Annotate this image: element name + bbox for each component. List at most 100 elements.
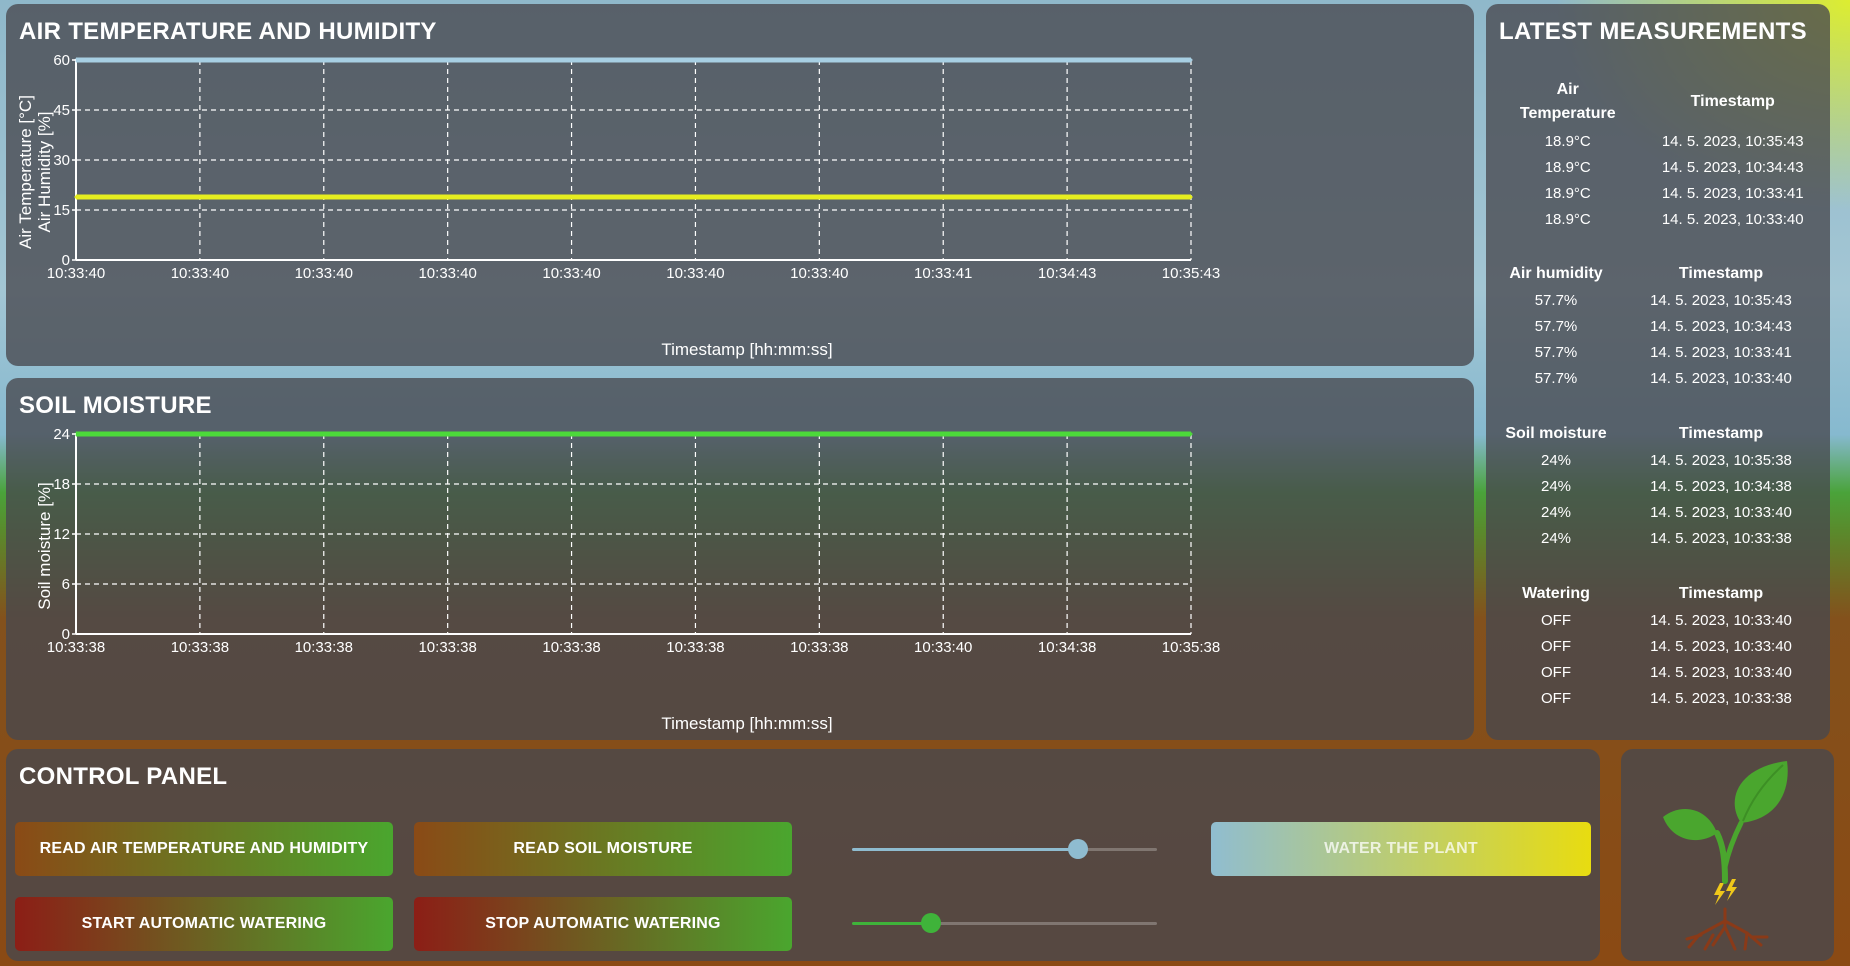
start-automatic-watering-button[interactable]: START AUTOMATIC WATERING [15,897,393,951]
slider-thumb[interactable] [1067,839,1088,859]
air-series-point-1 [74,195,78,199]
table-cell: 57.7% [1534,343,1578,361]
table-row: OFF 14. 5. 2023, 10:33:40 [1496,633,1826,659]
air-series-point-0 [322,58,326,62]
table-row: 24% 14. 5. 2023, 10:33:38 [1496,525,1826,551]
soil-chart: 0 6 12 18 24 10:33:38 10:33:38 10:33:38 10:33:38… [35,426,1220,733]
plant-panel [1621,749,1834,961]
air-series-point-1 [693,195,697,199]
soil-y-tick-label: 24 [53,426,70,443]
table-cell: OFF [1541,637,1571,655]
air-temperature-table: Air Temperature Timestamp 18.9°C 14. 5. 2… [1496,76,1826,232]
table-cell: 14. 5. 2023, 10:33:41 [1661,184,1804,202]
table-row: OFF 14. 5. 2023, 10:33:38 [1496,685,1826,711]
table-cell: 14. 5. 2023, 10:33:38 [1650,689,1792,707]
air-series-point-0 [570,58,574,62]
table-cell: 24% [1540,451,1572,469]
table-cell: 14. 5. 2023, 10:34:38 [1650,477,1792,495]
soil-y-tick-label: 0 [62,626,70,643]
latest-measurements-panel: LATEST MEASUREMENTS Air Temperature Time… [1486,4,1830,740]
table-header: Air Temperature [1519,81,1616,122]
table-cell: 14. 5. 2023, 10:33:40 [1650,637,1792,655]
table-cell: 57.7% [1534,291,1578,309]
soil-series-point-0 [941,432,945,436]
table-cell: 14. 5. 2023, 10:35:38 [1650,451,1792,469]
water-amount-slider[interactable] [852,839,1157,859]
table-cell: 18.9°C [1544,184,1591,202]
table-row: 18.9°C 14. 5. 2023, 10:33:41 [1496,180,1826,206]
sprout-icon [1663,761,1788,951]
water-the-plant-button[interactable]: WATER THE PLANT [1211,822,1591,876]
automatic-watering-slider[interactable] [852,913,1157,933]
air-series-point-0 [198,58,202,62]
air-temperature-axis-label: Air Temperature [°C] [16,95,35,249]
air-series-point-1 [322,195,326,199]
soil-x-tick-label: 10:33:38 [418,639,476,656]
table-cell: 14. 5. 2023, 10:35:43 [1650,291,1792,309]
soil-y-tick-label: 12 [53,526,70,543]
air-series-point-1 [1065,195,1069,199]
control-panel-title: CONTROL PANEL [19,763,228,790]
soil-x-tick-label: 10:34:38 [1038,639,1096,656]
table-cell: 24% [1540,477,1572,495]
slider-thumb[interactable] [921,913,942,933]
air-humidity-table: Air humidity Timestamp 57.7% 14. 5. 2023,… [1496,261,1826,391]
air-series-point-0 [817,58,821,62]
soil-x-tick-label: 10:33:40 [914,639,972,656]
air-chart: 0 15 30 45 60 10:33:40 10:33:40 10:33:40 10:33:4… [16,52,1220,359]
slider-track[interactable] [852,848,1157,851]
table-cell: 24% [1540,503,1572,521]
table-cell: 14. 5. 2023, 10:33:40 [1650,663,1792,681]
table-row: 57.7% 14. 5. 2023, 10:34:43 [1496,313,1826,339]
slider-track[interactable] [852,922,1157,925]
air-series-point-0 [1065,58,1069,62]
table-cell: 14. 5. 2023, 10:33:38 [1650,529,1792,547]
soil-series-point-0 [446,432,450,436]
soil-series-point-0 [198,432,202,436]
table-cell: 14. 5. 2023, 10:33:40 [1661,210,1804,228]
air-x-tick-label: 10:33:40 [542,265,600,282]
soil-x-tick-label: 10:33:38 [666,639,724,656]
table-header: Timestamp [1690,93,1775,110]
latest-panel-title: LATEST MEASUREMENTS [1499,18,1807,45]
table-row: 18.9°C 14. 5. 2023, 10:34:43 [1496,154,1826,180]
air-series-point-0 [693,58,697,62]
air-x-tick-label: 10:33:40 [295,265,353,282]
air-series-point-0 [446,58,450,62]
table-row: 57.7% 14. 5. 2023, 10:33:40 [1496,365,1826,391]
soil-x-tick-label: 10:35:38 [1162,639,1220,656]
table-row: OFF 14. 5. 2023, 10:33:40 [1496,659,1826,685]
table-header: Watering [1522,585,1590,602]
air-x-tick-label: 10:33:40 [418,265,476,282]
air-x-tick-label: 10:33:40 [47,265,105,282]
table-cell: 14. 5. 2023, 10:33:40 [1650,503,1792,521]
table-cell: 57.7% [1534,317,1578,335]
table-cell: 24% [1540,529,1572,547]
read-soil-button[interactable]: READ SOIL MOISTURE [414,822,792,876]
soil-moisture-panel: SOIL MOISTURE 0 6 12 18 24 10:33:38 10:33:38 10… [6,378,1474,740]
air-y-tick-label: 30 [53,152,70,169]
table-cell: 14. 5. 2023, 10:34:43 [1650,317,1792,335]
air-series-point-1 [941,195,945,199]
table-cell: OFF [1541,611,1571,629]
air-x-tick-label: 10:33:40 [666,265,724,282]
read-air-button[interactable]: READ AIR TEMPERATURE AND HUMIDITY [15,822,393,876]
air-y-tick-label: 60 [53,52,70,69]
air-panel-title: AIR TEMPERATURE AND HUMIDITY [19,18,437,45]
soil-series-point-0 [1065,432,1069,436]
table-cell: 18.9°C [1544,158,1591,176]
air-series-point-1 [446,195,450,199]
air-x-tick-label: 10:34:43 [1038,265,1096,282]
table-cell: 57.7% [1534,369,1578,387]
table-cell: 14. 5. 2023, 10:34:43 [1661,158,1804,176]
air-temperature-humidity-panel: AIR TEMPERATURE AND HUMIDITY 0 15 30 45 60 10… [6,4,1474,366]
stop-automatic-watering-button[interactable]: STOP AUTOMATIC WATERING [414,897,792,951]
table-cell: OFF [1541,663,1571,681]
table-cell: 14. 5. 2023, 10:33:40 [1650,611,1792,629]
air-series-point-1 [570,195,574,199]
air-x-axis-label: Timestamp [hh:mm:ss] [661,340,832,359]
soil-y-tick-label: 18 [53,476,70,493]
air-series-point-0 [1189,58,1193,62]
table-row: 24% 14. 5. 2023, 10:35:38 [1496,447,1826,473]
air-y-tick-label: 15 [53,202,70,219]
